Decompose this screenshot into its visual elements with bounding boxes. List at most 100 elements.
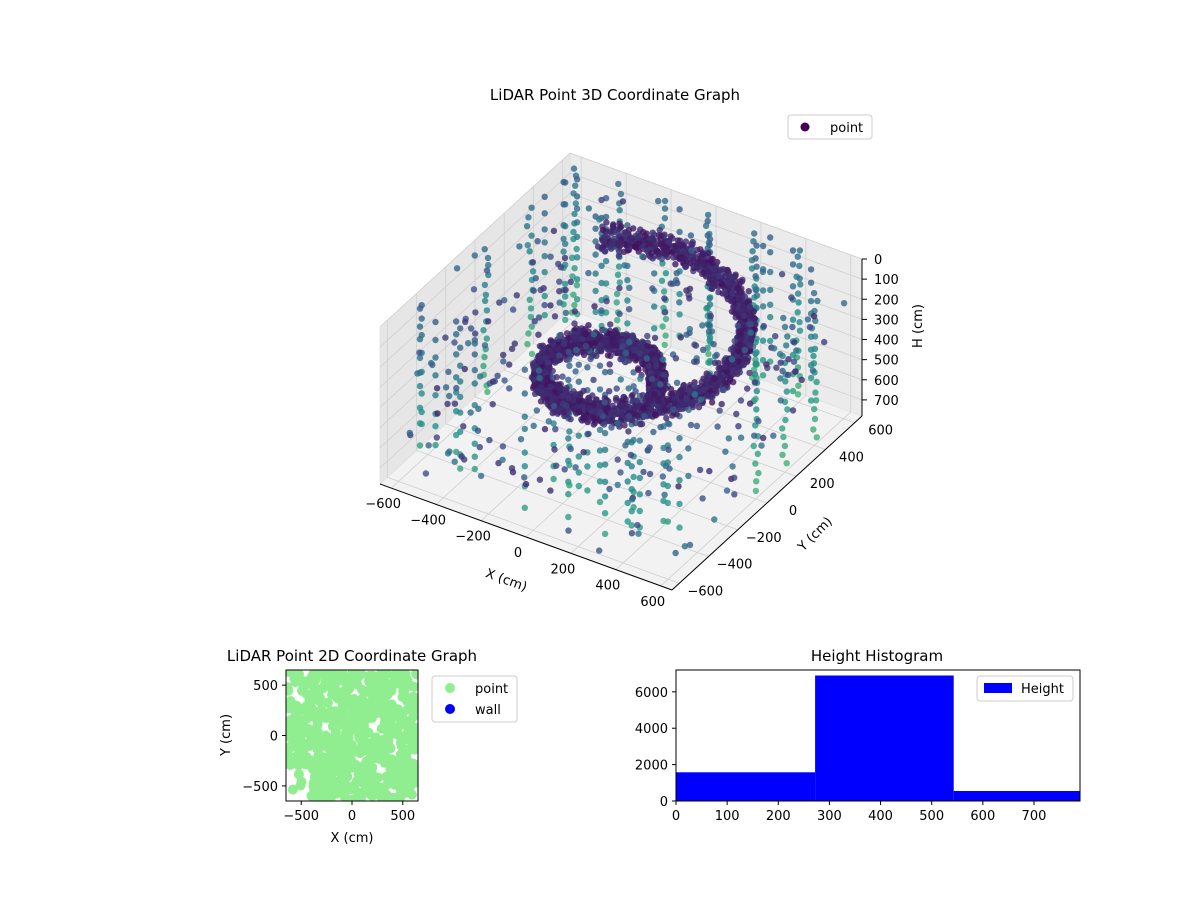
chart-3d-point bbox=[667, 386, 675, 393]
chart-3d-point bbox=[471, 380, 478, 387]
chart-3d-point bbox=[750, 442, 757, 450]
chart-3d-point bbox=[433, 385, 441, 392]
chart-3d-point bbox=[763, 361, 770, 368]
chart-3d-point bbox=[685, 445, 692, 452]
chart-3d-point bbox=[432, 392, 439, 399]
chart-3d-point bbox=[453, 448, 460, 456]
chart-3d-point bbox=[572, 390, 580, 398]
chart-3d-point bbox=[457, 325, 464, 332]
chart-3d-point bbox=[700, 386, 708, 393]
chart-3d-point bbox=[624, 478, 631, 485]
chart-3d-point bbox=[528, 323, 535, 330]
chart-3d-point bbox=[625, 385, 632, 392]
chart-3d-title: LiDAR Point 3D Coordinate Graph bbox=[490, 86, 740, 104]
chart-3d-point bbox=[796, 247, 804, 254]
chart-3d-xtick: 600 bbox=[640, 595, 665, 610]
chart-3d-point bbox=[425, 442, 432, 449]
chart-3d-point bbox=[676, 453, 683, 461]
chart-3d-point bbox=[641, 237, 648, 245]
chart-hist-xtick: 0 bbox=[672, 809, 680, 824]
chart-2d-point bbox=[286, 760, 296, 770]
chart-3d-point bbox=[638, 420, 646, 428]
chart-3d-point bbox=[809, 367, 817, 374]
chart-3d-point bbox=[760, 322, 767, 330]
chart-3d-point bbox=[575, 361, 582, 368]
chart-3d-point bbox=[759, 242, 767, 250]
chart-3d-point bbox=[467, 409, 474, 416]
chart-3d-point bbox=[759, 268, 767, 276]
chart-3d-point bbox=[636, 458, 643, 466]
chart-3d-point bbox=[560, 248, 567, 255]
chart-3d-point bbox=[602, 248, 609, 255]
chart-3d-point bbox=[780, 314, 787, 322]
chart-3d-point bbox=[741, 347, 749, 354]
chart-2d-point bbox=[331, 744, 342, 755]
chart-3d-point bbox=[591, 416, 598, 424]
chart-3d-point bbox=[544, 349, 551, 356]
chart-3d-point bbox=[453, 331, 460, 338]
chart-3d-point bbox=[525, 214, 532, 221]
chart-3d-xlabel: X (cm) bbox=[483, 566, 529, 595]
chart-3d-point bbox=[471, 453, 478, 460]
chart-3d-xtick: 0 bbox=[514, 546, 522, 561]
chart-3d-point bbox=[660, 371, 667, 378]
chart-3d-point bbox=[510, 306, 517, 313]
chart-3d-point bbox=[759, 303, 767, 310]
chart-3d-point bbox=[526, 248, 533, 255]
chart-3d-point bbox=[603, 298, 610, 305]
chart-3d-point bbox=[753, 361, 760, 368]
chart-3d-point bbox=[632, 243, 639, 250]
chart-3d-ztick: 600 bbox=[874, 374, 899, 389]
chart-2d-point bbox=[287, 703, 298, 714]
chart-3d-point bbox=[621, 262, 628, 269]
chart-3d-point bbox=[573, 219, 581, 226]
chart-3d-point bbox=[672, 261, 679, 268]
chart-hist-bars bbox=[676, 675, 1080, 801]
chart-3d-point bbox=[575, 482, 582, 490]
chart-3d-point bbox=[537, 398, 545, 405]
chart-2d-point bbox=[339, 675, 350, 686]
chart-3d-point bbox=[770, 432, 777, 439]
chart-3d-point bbox=[457, 465, 464, 472]
chart-3d-point bbox=[749, 248, 756, 255]
chart-2d-point bbox=[293, 769, 304, 780]
grid-side-z bbox=[379, 273, 571, 449]
chart-3d-point bbox=[661, 491, 668, 498]
chart-3d-point bbox=[675, 483, 682, 490]
chart-3d-point bbox=[598, 196, 605, 204]
chart-3d-point bbox=[610, 222, 617, 229]
chart-3d-point bbox=[705, 250, 712, 257]
chart-3d-point bbox=[794, 391, 802, 398]
chart-3d-point bbox=[704, 211, 712, 219]
chart-3d-point bbox=[541, 301, 548, 309]
chart-2d-point bbox=[380, 686, 391, 696]
chart-3d-point bbox=[715, 272, 723, 280]
chart-3d-point bbox=[608, 424, 615, 431]
chart-3d-point bbox=[767, 337, 774, 345]
chart-3d-point bbox=[636, 437, 643, 444]
chart-3d-point bbox=[601, 429, 609, 437]
chart-3d-point bbox=[601, 327, 608, 334]
chart-3d-point bbox=[752, 395, 759, 403]
chart-3d-point bbox=[482, 291, 490, 299]
chart-3d-point bbox=[553, 462, 560, 469]
chart-3d-point bbox=[630, 383, 637, 390]
chart-3d-point bbox=[573, 254, 581, 261]
chart-3d-point bbox=[637, 343, 644, 350]
chart-3d-point bbox=[722, 290, 729, 297]
chart-2d-point bbox=[361, 705, 372, 716]
chart-3d-point bbox=[700, 346, 707, 353]
chart-3d-point bbox=[575, 408, 583, 415]
chart-3d-point bbox=[562, 316, 569, 324]
chart-3d-point bbox=[453, 318, 460, 325]
chart-3d-point bbox=[750, 314, 758, 322]
chart-3d-point bbox=[611, 331, 618, 338]
chart-3d-point bbox=[457, 362, 464, 369]
chart-3d-point bbox=[565, 356, 573, 363]
chart-2d-point bbox=[359, 720, 369, 731]
chart-3d-point bbox=[484, 254, 492, 262]
chart-3d-point bbox=[634, 521, 641, 529]
chart-3d-point bbox=[706, 467, 713, 475]
chart-3d-point bbox=[516, 243, 523, 250]
